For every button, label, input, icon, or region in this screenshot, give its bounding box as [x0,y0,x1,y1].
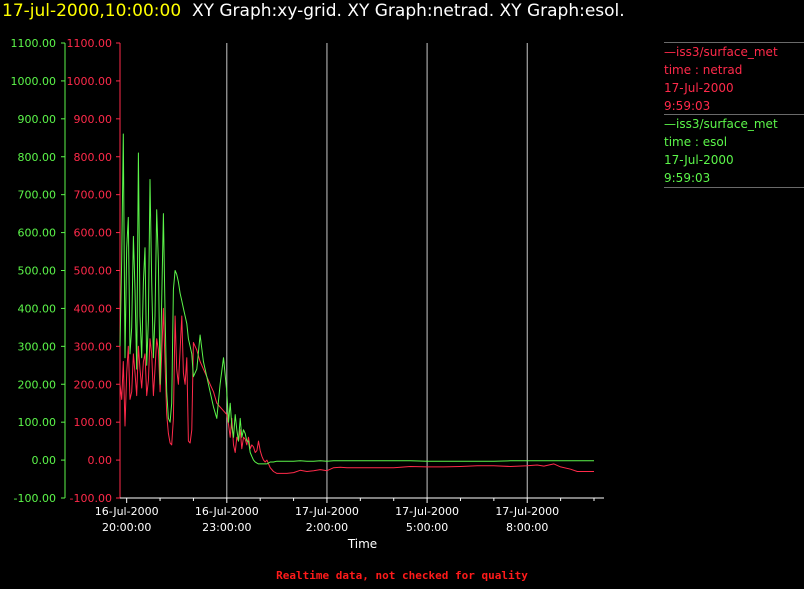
x-tick-label-time: 8:00:00 [506,521,548,534]
legend-esol-time: 9:59:03 [664,171,711,185]
y-tick-label-esol: 400.00 [18,302,57,315]
y-tick-label-netrad: 300.00 [74,340,113,353]
y-tick-label-esol: 200.00 [18,378,57,391]
x-tick-label-time: 2:00:00 [306,521,348,534]
x-tick-label-time: 23:00:00 [202,521,251,534]
x-tick-label-time: 5:00:00 [406,521,448,534]
series-line-esol [119,133,594,465]
y-tick-label-esol: 1100.00 [11,37,57,50]
chart-title: 17-jul-2000,10:00:00 XY Graph:xy-grid. X… [2,1,625,21]
y-tick-label-netrad: 600.00 [74,227,113,240]
y-tick-label-esol: 0.00 [32,454,57,467]
y-tick-label-netrad: -100.00 [70,492,112,505]
legend-netrad-time: 9:59:03 [664,99,711,113]
y-tick-label-esol: -100.00 [14,492,56,505]
y-tick-label-netrad: 1000.00 [67,75,113,88]
y-tick-label-netrad: 500.00 [74,265,113,278]
series-line-netrad [119,307,594,474]
y-tick-label-esol: 1000.00 [11,75,57,88]
x-tick-label-time: 20:00:00 [102,521,151,534]
legend-divider [664,42,804,43]
legend-esol-date: 17-Jul-2000 [664,153,734,167]
y-tick-label-esol: 900.00 [18,113,57,126]
legend-netrad-date: 17-Jul-2000 [664,81,734,95]
y-tick-label-esol: 300.00 [18,340,57,353]
x-tick-label-date: 17-Jul-2000 [495,505,559,518]
x-tick-label-date: 17-Jul-2000 [395,505,459,518]
y-tick-label-esol: 700.00 [18,189,57,202]
y-tick-label-esol: 500.00 [18,265,57,278]
y-tick-label-netrad: 1100.00 [67,37,113,50]
legend-divider [664,114,804,115]
title-graph-list: XY Graph:xy-grid. XY Graph:netrad. XY Gr… [191,1,625,21]
y-tick-label-netrad: 400.00 [74,302,113,315]
legend-esol-variable: time : esol [664,135,728,149]
y-tick-label-netrad: 200.00 [74,378,113,391]
y-tick-label-esol: 800.00 [18,151,57,164]
y-tick-label-netrad: 100.00 [74,416,113,429]
legend-divider [664,187,804,188]
y-tick-label-netrad: 900.00 [74,113,113,126]
y-tick-label-esol: 600.00 [18,227,57,240]
x-tick-label-date: 16-Jul-2000 [95,505,159,518]
legend-esol-source: —iss3/surface_met [664,117,778,131]
legend-netrad-variable: time : netrad [664,63,743,77]
title-timestamp: 17-jul-2000,10:00:00 [2,1,182,21]
y-tick-label-netrad: 800.00 [74,151,113,164]
legend-entry-netrad: —iss3/surface_met time : netrad 17-Jul-2… [664,42,804,115]
y-tick-label-netrad: 700.00 [74,189,113,202]
legend-entry-esol: —iss3/surface_met time : esol 17-Jul-200… [664,114,804,188]
legend-netrad-source: —iss3/surface_met [664,45,778,59]
quality-disclaimer: Realtime data, not checked for quality [276,569,528,582]
y-tick-label-esol: 100.00 [18,416,57,429]
x-axis-label: Time [347,537,377,551]
y-tick-label-netrad: 0.00 [88,454,113,467]
x-tick-label-date: 17-Jul-2000 [295,505,359,518]
x-tick-label-date: 16-Jul-2000 [195,505,259,518]
